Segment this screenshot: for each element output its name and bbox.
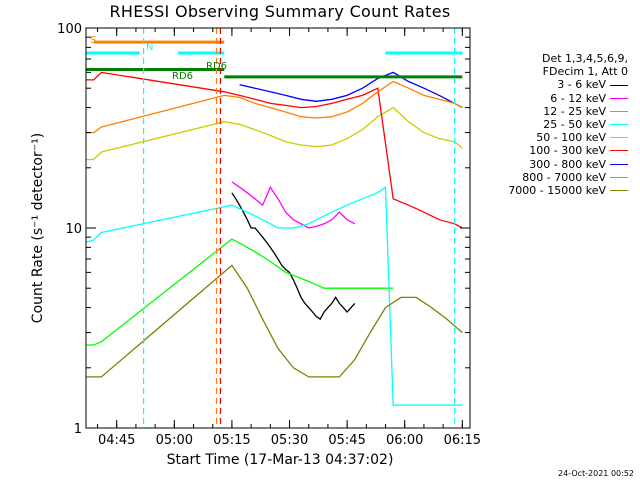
legend-entry-2: 12 - 25 keV	[478, 105, 628, 118]
legend-entry-4: 50 - 100 keV	[478, 131, 628, 144]
series-line-5-seg-0	[86, 71, 463, 229]
series-line-6-seg-0	[239, 71, 463, 109]
x-tick-label-2: 05:15	[213, 433, 250, 448]
y-axis-label: Count Rate (s⁻¹ detector⁻¹)	[30, 133, 46, 323]
legend-entry-7: 800 - 7000 keV	[478, 171, 628, 184]
series-line-8-seg-0	[86, 264, 463, 378]
n-marker-label: N	[146, 42, 153, 53]
legend-entry-1: 6 - 12 keV	[478, 92, 628, 105]
legend-entry-label: 7000 - 15000 keV	[508, 183, 606, 197]
legend-entry-label: 6 - 12 keV	[550, 91, 606, 105]
legend-entry-label: 12 - 25 keV	[543, 104, 606, 118]
x-tick-label-1: 05:00	[156, 433, 193, 448]
x-tick-label-4: 05:45	[328, 433, 365, 448]
series-line-2-seg-0	[86, 238, 394, 346]
legend-entry-6: 300 - 800 keV	[478, 158, 628, 171]
chart-title: RHESSI Observing Summary Count Rates	[109, 2, 451, 21]
axis-layer: 04:45 05:00 05:15 05:30 05:45 06:00 06:15 1 10 10…	[57, 22, 481, 448]
y-tick-label-1: 10	[65, 222, 82, 237]
x-tick-label-0: 04:45	[98, 433, 135, 448]
legend-swatch	[610, 124, 628, 126]
y-tick-label-0: 1	[74, 422, 82, 437]
legend-entry-label: 800 - 7000 keV	[522, 170, 606, 184]
series-line-4-seg-0	[86, 106, 463, 161]
rd6-marker-label-2: RD6	[206, 61, 227, 72]
x-tick-label-6: 06:15	[444, 433, 481, 448]
reference-layer	[86, 40, 463, 79]
legend-swatch	[610, 150, 628, 152]
series-layer	[85, 71, 463, 406]
legend-entry-label: 300 - 800 keV	[529, 157, 606, 171]
legend-entry-label: 100 - 300 keV	[529, 144, 606, 158]
x-tick-label-3: 05:30	[271, 433, 308, 448]
legend-entry-label: 25 - 50 keV	[543, 117, 606, 131]
y-tick-label-2: 100	[57, 22, 82, 37]
legend-swatch	[610, 97, 628, 99]
legend-header-line-1: Det 1,3,4,5,6,9,	[541, 52, 628, 65]
legend-swatch	[610, 190, 628, 191]
generation-timestamp: 24-Oct-2021 00:52	[558, 469, 634, 478]
series-line-7-seg-0	[86, 80, 463, 134]
series-line-1-seg-0	[231, 181, 356, 229]
vertical-marker-layer	[143, 28, 456, 428]
legend-swatch	[610, 163, 628, 165]
legend-header-line-2: FDecim 1, Att 0	[542, 65, 628, 79]
x-axis-label: Start Time (17-Mar-13 04:37:02)	[166, 452, 394, 468]
legend-entry-0: 3 - 6 keV	[478, 78, 628, 91]
legend-swatch	[610, 176, 628, 178]
legend-swatch	[610, 84, 628, 86]
series-line-3-seg-0	[85, 185, 463, 406]
legend-entry-label: 50 - 100 keV	[536, 131, 606, 145]
legend-swatch	[610, 137, 628, 139]
series-line-0-seg-0	[231, 192, 356, 321]
legend-entry-8: 7000 - 15000 keV	[478, 184, 628, 197]
legend-swatch	[610, 110, 628, 112]
x-tick-label-5: 06:00	[386, 433, 423, 448]
legend-entry-3: 25 - 50 keV	[478, 118, 628, 131]
legend: Det 1,3,4,5,6,9, FDecim 1, Att 0 3 - 6 k…	[478, 52, 628, 197]
rd6-marker-label: RD6	[172, 71, 193, 82]
legend-rows: 3 - 6 keV 6 - 12 keV 12 - 25 keV 25 - 50 ke…	[478, 78, 628, 197]
s-marker-label: S	[90, 35, 96, 46]
legend-entry-label: 3 - 6 keV	[557, 78, 606, 92]
legend-entry-5: 100 - 300 keV	[478, 144, 628, 157]
